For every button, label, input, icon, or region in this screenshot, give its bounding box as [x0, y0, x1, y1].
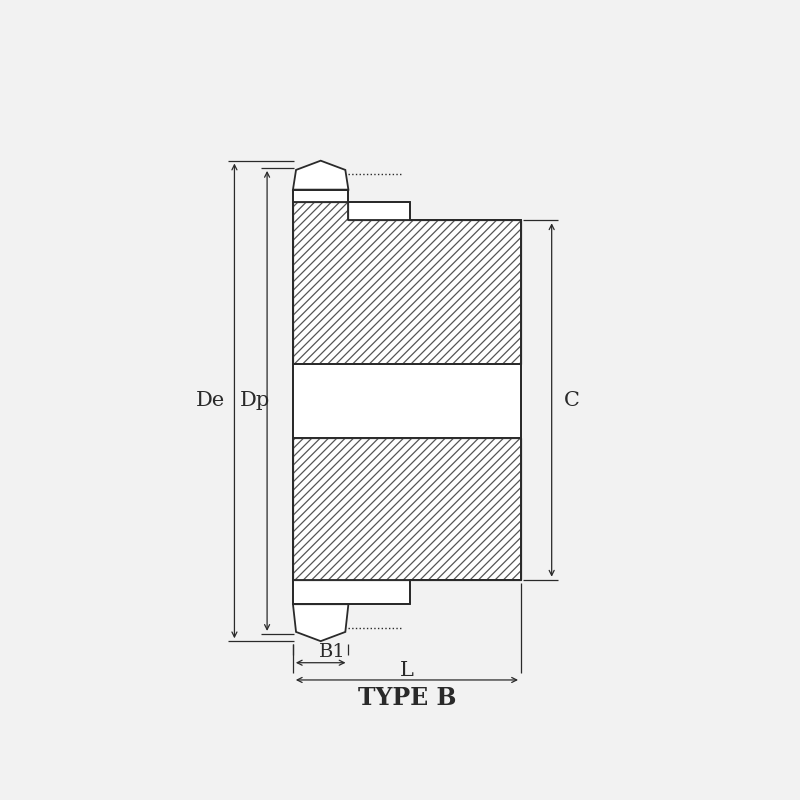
Polygon shape: [293, 604, 349, 641]
Polygon shape: [293, 438, 521, 579]
Polygon shape: [293, 161, 349, 190]
Text: B1: B1: [319, 643, 346, 662]
Text: C: C: [563, 391, 579, 410]
Text: L: L: [400, 661, 414, 680]
Text: TYPE B: TYPE B: [358, 686, 456, 710]
Polygon shape: [293, 202, 521, 364]
Text: Dp: Dp: [240, 391, 270, 410]
Text: De: De: [196, 391, 225, 410]
Polygon shape: [293, 190, 521, 604]
Polygon shape: [293, 364, 521, 438]
